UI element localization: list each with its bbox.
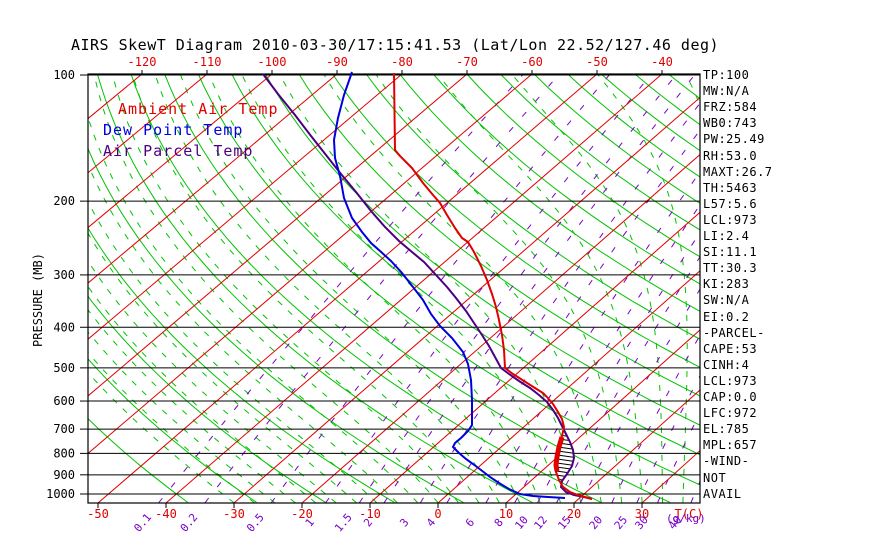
temp-axis-unit: T(C)	[675, 507, 704, 521]
panel-line-rh: RH:53.0	[703, 148, 758, 163]
panel-line-mpl: MPL:657	[703, 438, 758, 453]
background-grid	[88, 74, 700, 503]
panel-line-tp: TP:100	[703, 68, 750, 82]
temp-tick-label-bottom: -20	[291, 507, 313, 521]
temp-tick-label-top: -120	[128, 55, 157, 69]
pressure-tick-label: 900	[53, 468, 75, 482]
temp-tick-label-top: -110	[193, 55, 222, 69]
parcel-profile-line	[262, 73, 593, 500]
temp-tick-label-top: -60	[521, 55, 543, 69]
pressure-tick-label: 700	[53, 422, 75, 436]
temp-tick-label-bottom: 0	[434, 507, 441, 521]
mixing-ratio-tick-label: 0.5	[244, 511, 267, 535]
mixing-ratio-tick-label: 20	[587, 513, 605, 532]
mixing-ratio-tick-label: 0.1	[131, 511, 154, 535]
pressure-tick-label: 500	[53, 361, 75, 375]
pressure-tick-label: 300	[53, 268, 75, 282]
pressure-tick-label: 1000	[46, 487, 75, 501]
legend-ambient-temp: Ambient Air Temp	[118, 100, 279, 118]
mixing-ratio-tick-label: 0.2	[178, 511, 201, 535]
panel-line-cape: CAPE:53	[703, 341, 758, 356]
legend: Ambient Air Temp Dew Point Temp Air Parc…	[103, 99, 279, 162]
panel-line-cinh: CINH:4	[703, 357, 750, 372]
mixing-ratio-tick-label: 10	[512, 513, 530, 532]
panel-line-lcl: LCL:973	[703, 212, 758, 227]
pressure-grid	[80, 74, 700, 495]
temp-tick-label-top: -80	[391, 55, 413, 69]
panel-line-sw: SW:N/A	[703, 293, 750, 308]
dewpoint-profile-line	[332, 71, 566, 499]
panel-line-el: EL:785	[703, 422, 750, 437]
temp-tick-label-bottom: -10	[359, 507, 381, 521]
temp-tick-label-top: -100	[258, 55, 287, 69]
pressure-tick-label: 800	[53, 446, 75, 460]
pressure-tick-label: 100	[53, 68, 75, 82]
legend-dew-point: Dew Point Temp	[103, 121, 244, 139]
pressure-axis-title: PRESSURE (MB)	[31, 253, 45, 347]
panel-line-mw: MW:N/A	[703, 84, 750, 99]
cin-hatch-area	[555, 427, 588, 497]
page-title: AIRS SkewT Diagram 2010-03-30/17:15:41.5…	[70, 36, 720, 54]
panel-line-li: LI:2.4	[703, 229, 750, 243]
panel-line-pw: PW:25.49	[703, 132, 765, 147]
panel-line-ei: EI:0.2	[703, 309, 750, 324]
temp-tick-label-bottom: 10	[499, 507, 513, 521]
mixing-ratio-tick-label: 6	[463, 516, 477, 529]
temp-tick-label-bottom: -40	[155, 507, 177, 521]
temperature-profile-line	[393, 72, 593, 500]
panel-line-not: NOT	[703, 470, 727, 485]
mixing-ratio-tick-label: 1.5	[332, 511, 355, 535]
panel-line-tt: TT:30.3	[703, 261, 758, 276]
panel-line-maxt: MAXT:26.7	[703, 164, 773, 179]
mixing-ratio-lines	[158, 74, 700, 503]
panel-line-cap: CAP:0.0	[703, 390, 758, 404]
panel-line-lcl: LCL:973	[703, 373, 758, 388]
panel-line-lfc: LFC:972	[703, 406, 758, 421]
pressure-tick-label: 200	[53, 194, 75, 208]
temp-tick-label-top: -70	[456, 55, 478, 69]
panel-line-parcel: -PARCEL-	[703, 325, 765, 340]
mixing-ratio-tick-label: 3	[397, 516, 411, 529]
temp-tick-label-top: -40	[651, 55, 673, 69]
panel-line-avail: AVAIL	[703, 486, 742, 501]
temp-tick-label-bottom: -50	[87, 507, 109, 521]
temp-tick-label-top: -50	[586, 55, 608, 69]
temp-tick-label-bottom: 20	[567, 507, 581, 521]
temp-tick-label-bottom: 30	[635, 507, 649, 521]
panel-line-l57: L57:5.6	[703, 196, 758, 211]
temp-tick-label-top: -90	[326, 55, 348, 69]
panel-line-wb0: WB0:743	[703, 116, 758, 131]
mixing-ratio-unit-label: (g/kg)	[666, 512, 706, 525]
mixing-ratio-tick-label: 12	[531, 513, 549, 532]
mixing-ratio-tick-label: 25	[612, 513, 630, 532]
panel-line-ki: KI:283	[703, 277, 750, 292]
panel-line-th: TH:5463	[703, 180, 758, 195]
legend-air-parcel: Air Parcel Temp	[103, 142, 254, 160]
pressure-tick-label: 600	[53, 394, 75, 408]
panel-line-si: SI:11.1	[703, 245, 758, 260]
temp-tick-label-bottom: -30	[223, 507, 245, 521]
dry-adiabat-lines	[88, 74, 700, 503]
pressure-tick-label: 400	[53, 320, 75, 334]
panel-line-frz: FRZ:584	[703, 100, 758, 115]
panel-line-wind: -WIND-	[703, 454, 750, 469]
